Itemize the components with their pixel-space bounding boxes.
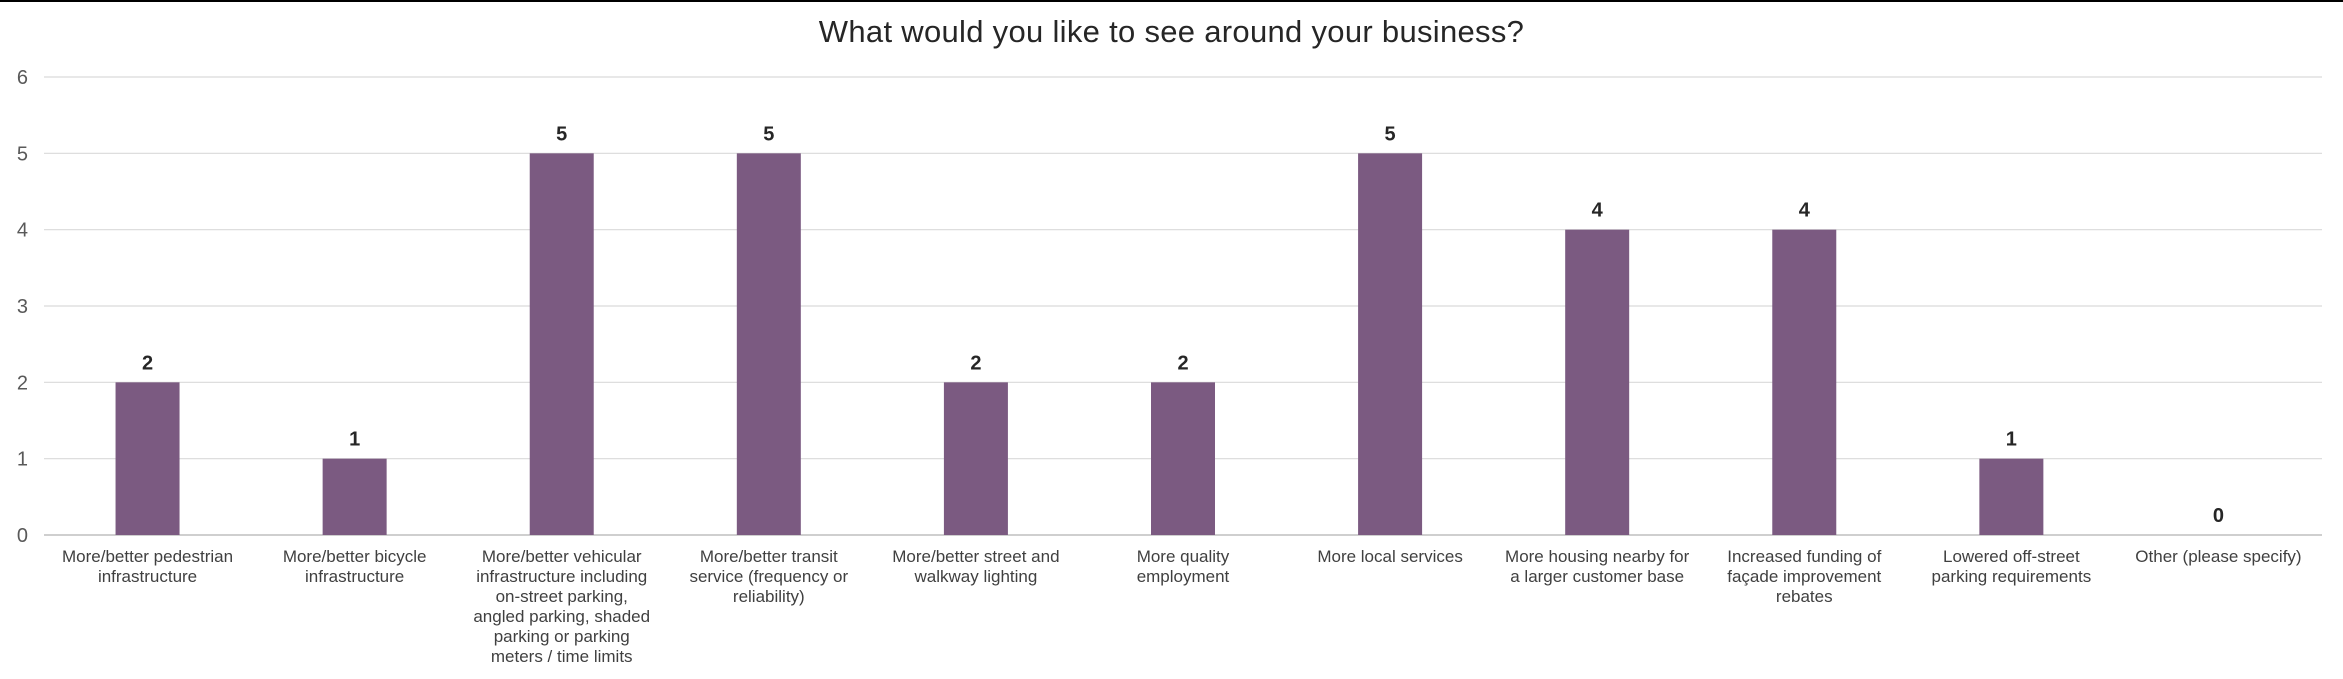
- bar: [736, 153, 801, 536]
- bar: [1565, 229, 1630, 535]
- y-tick-label: 5: [17, 143, 28, 165]
- data-label: 0: [2213, 505, 2224, 527]
- x-category-label: More/better street and walkway lighting: [892, 547, 1059, 586]
- bar: [322, 458, 387, 535]
- x-category-label: More/better pedestrian infrastructure: [62, 547, 233, 586]
- x-category-label: Increased funding of façade improvement re…: [1727, 547, 1881, 606]
- data-label: 2: [970, 352, 981, 374]
- x-category-label-line: rebates: [1776, 587, 1833, 606]
- bar: [115, 382, 180, 535]
- data-label: 1: [2006, 429, 2017, 451]
- x-category-label-line: façade improvement: [1727, 567, 1881, 586]
- bar: [1151, 382, 1215, 535]
- x-category-label-line: infrastructure including: [476, 567, 647, 586]
- x-category-label-line: More/better bicycle: [283, 547, 427, 566]
- x-category-label-line: More/better transit: [700, 547, 838, 566]
- x-category-label: More/better transit service (frequency or…: [689, 547, 848, 606]
- x-category-label-line: infrastructure: [98, 567, 197, 586]
- bar: [1358, 153, 1423, 536]
- x-category-label-line: More housing nearby for: [1505, 547, 1690, 566]
- y-tick-label: 0: [17, 525, 28, 547]
- x-category-label-line: employment: [1137, 567, 1230, 586]
- x-category-label: More housing nearby for a larger customer…: [1505, 547, 1690, 586]
- x-category-label-line: parking requirements: [1932, 567, 2092, 586]
- data-label: 4: [1799, 200, 1811, 222]
- x-category-label-line: More quality: [1137, 547, 1230, 566]
- x-category-label-line: angled parking, shaded: [473, 607, 650, 626]
- x-category-label-line: More/better pedestrian: [62, 547, 233, 566]
- x-category-label-line: Lowered off-street: [1943, 547, 2080, 566]
- x-category-label: More/better bicycle infrastructure: [283, 547, 427, 586]
- x-category-label: More/better vehicular infrastructure incl…: [473, 547, 650, 666]
- x-category-label-line: More/better vehicular: [482, 547, 642, 566]
- data-label: 2: [1177, 352, 1188, 374]
- x-category-label: Lowered off-street parking requirements: [1932, 547, 2092, 586]
- x-category-label: More quality employment: [1137, 547, 1230, 586]
- x-category-label-line: More local services: [1317, 547, 1463, 566]
- x-category-label-line: on-street parking,: [496, 587, 628, 606]
- x-category-label-line: reliability): [733, 587, 805, 606]
- x-category-label-line: More/better street and: [892, 547, 1059, 566]
- bar: [1772, 229, 1837, 535]
- bar: [1979, 458, 2044, 535]
- x-category-label-line: Increased funding of: [1727, 547, 1881, 566]
- y-tick-label: 4: [17, 220, 28, 242]
- y-tick-label: 1: [17, 449, 28, 471]
- data-label: 5: [556, 123, 567, 145]
- y-tick-label: 6: [17, 67, 28, 89]
- x-category-label: Other (please specify): [2135, 547, 2301, 566]
- x-category-label-line: meters / time limits: [491, 647, 633, 666]
- x-category-label-line: Other (please specify): [2135, 547, 2301, 566]
- x-category-label-line: infrastructure: [305, 567, 404, 586]
- data-label: 5: [1385, 123, 1396, 145]
- x-category-label-line: parking or parking: [494, 627, 630, 646]
- x-category-label: More local services: [1317, 547, 1463, 566]
- bar: [943, 382, 1008, 535]
- chart-title: What would you like to see around your b…: [818, 14, 1525, 49]
- bar: [529, 153, 594, 536]
- x-category-label-line: a larger customer base: [1510, 567, 1684, 586]
- data-label: 1: [349, 429, 360, 451]
- data-label: 4: [1592, 200, 1604, 222]
- data-label: 2: [142, 352, 153, 374]
- x-category-label-line: service (frequency or: [689, 567, 848, 586]
- x-category-label-line: walkway lighting: [913, 567, 1037, 586]
- data-label: 5: [763, 123, 774, 145]
- y-tick-label: 2: [17, 372, 28, 394]
- y-tick-label: 3: [17, 296, 28, 318]
